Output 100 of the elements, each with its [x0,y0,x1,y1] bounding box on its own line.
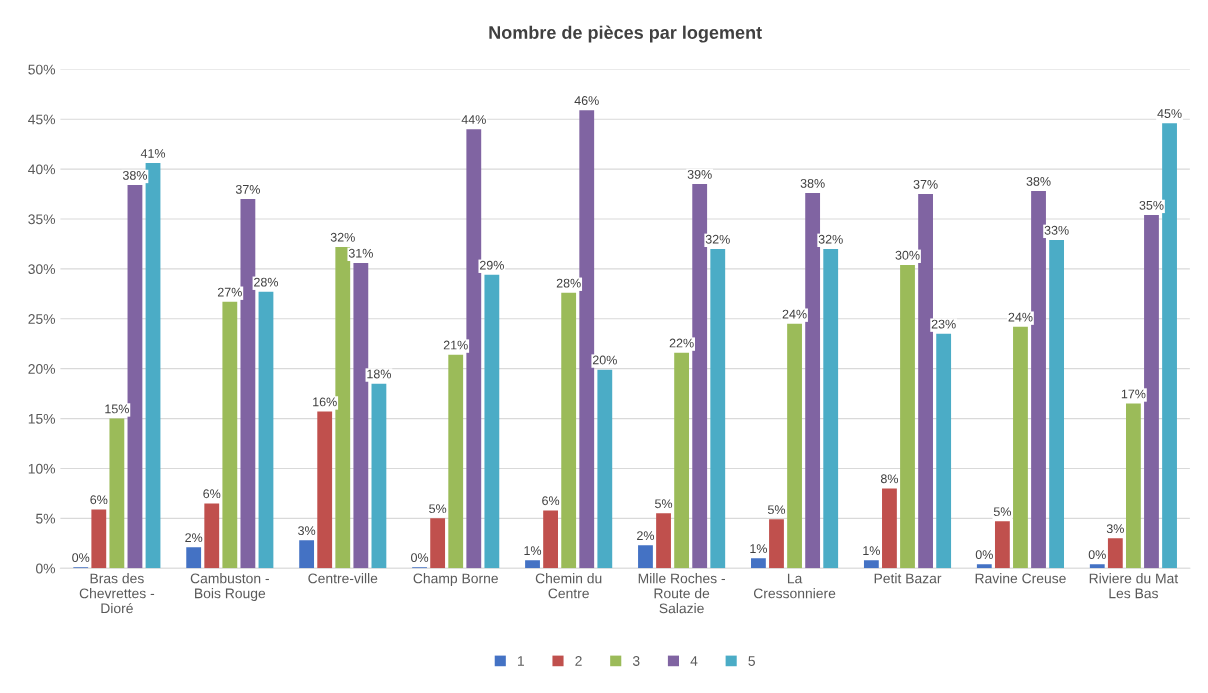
data-label: 46% [574,96,599,105]
data-label: 38% [122,170,148,180]
data-label: 5% [429,504,447,514]
x-tick-label: Centre-ville [308,573,378,584]
bar [204,503,220,569]
bar [430,518,446,569]
bar [448,354,464,569]
data-label: 44% [461,115,486,124]
data-label: 0% [411,553,429,563]
legend-label: 5 [748,656,755,666]
bar [1089,564,1105,569]
bar [1013,326,1028,569]
y-tick-label: 30% [28,264,56,275]
bar [353,262,369,569]
bar [787,323,802,569]
data-label: 32% [330,232,355,242]
data-label: 28% [556,278,581,288]
x-tick-label: Cambuston - Bois Rouge [190,573,269,602]
data-label: 1% [524,546,542,555]
bar [91,509,107,569]
bar [597,369,613,569]
data-label: 38% [800,178,825,188]
x-tick-label: Bras des Chevrettes - Dioré [79,573,155,614]
bar [823,248,839,569]
data-label: 32% [705,234,730,244]
x-tick-label: Petit Bazar [874,573,942,584]
bar [317,411,333,569]
bar [299,540,315,569]
x-tick-label: Ravine Creuse [975,573,1066,584]
data-label: 32% [818,234,843,244]
data-label: 15% [105,404,129,414]
data-label: 2% [637,531,655,541]
legend-label: 3 [632,656,640,666]
data-label: 6% [203,489,221,499]
bar [882,488,897,569]
bar [900,264,915,569]
x-tick-label: Mille Roches - Route de Salazie [638,573,725,614]
legend-label: 1 [518,656,524,666]
data-label: 37% [235,184,260,194]
x-tick-label: Champ Borne [413,573,498,587]
data-label: 24% [782,309,807,319]
data-label: 3% [1106,524,1124,534]
y-tick-label: 40% [28,164,56,175]
legend-label: 2 [575,656,582,666]
bar [1144,215,1159,569]
data-label: 18% [367,369,391,379]
data-label: 38% [1026,176,1051,186]
data-label: 23% [931,319,956,329]
bar [258,291,274,569]
bar [1162,123,1177,569]
data-label: 2% [185,533,203,543]
data-label: 8% [880,474,899,484]
data-label: 3% [298,526,316,536]
bar [561,292,577,569]
bar [976,564,992,569]
data-label: 28% [254,277,279,287]
data-label: 6% [542,496,560,506]
bar [692,184,708,569]
bar [109,418,125,569]
bar [186,547,202,569]
data-label: 16% [313,397,337,407]
x-tick-label: La Cressonniere [753,573,836,599]
bar [656,513,671,569]
bar [222,301,238,569]
data-label: 1% [750,544,768,553]
y-tick-label: 35% [28,214,56,225]
y-tick-label: 5% [36,513,56,524]
chart-title: Nombre de pièces par logement [489,25,762,43]
data-label: 21% [443,340,468,350]
bar [674,352,690,569]
bar [1049,239,1065,569]
data-label: 20% [592,355,617,365]
data-label: 41% [140,149,166,158]
x-tick-label: Riviere du Mat Les Bas [1089,573,1179,599]
y-tick-label: 0% [36,563,56,574]
data-label: 37% [913,179,938,189]
bar [769,519,784,569]
data-label: 5% [655,499,673,509]
data-label: 33% [1044,225,1069,235]
data-label: 5% [993,507,1011,517]
bar [543,510,558,569]
data-label: 6% [90,495,108,505]
data-label: 39% [687,169,712,179]
bar [371,383,387,569]
y-tick-label: 10% [28,463,56,474]
bar [484,274,500,569]
data-label: 22% [669,338,694,348]
data-label: 45% [1157,109,1182,118]
y-tick-label: 15% [28,413,56,424]
data-label: 17% [1121,389,1146,399]
data-label: 24% [1008,312,1033,322]
bar [1107,538,1123,569]
data-label: 0% [72,553,90,563]
bar [466,129,482,569]
data-label: 27% [217,287,242,297]
legend-label: 4 [690,656,698,666]
data-label: 0% [975,550,993,560]
y-tick-label: 50% [28,64,56,75]
y-tick-label: 20% [28,364,56,374]
data-label: 0% [1088,550,1106,560]
